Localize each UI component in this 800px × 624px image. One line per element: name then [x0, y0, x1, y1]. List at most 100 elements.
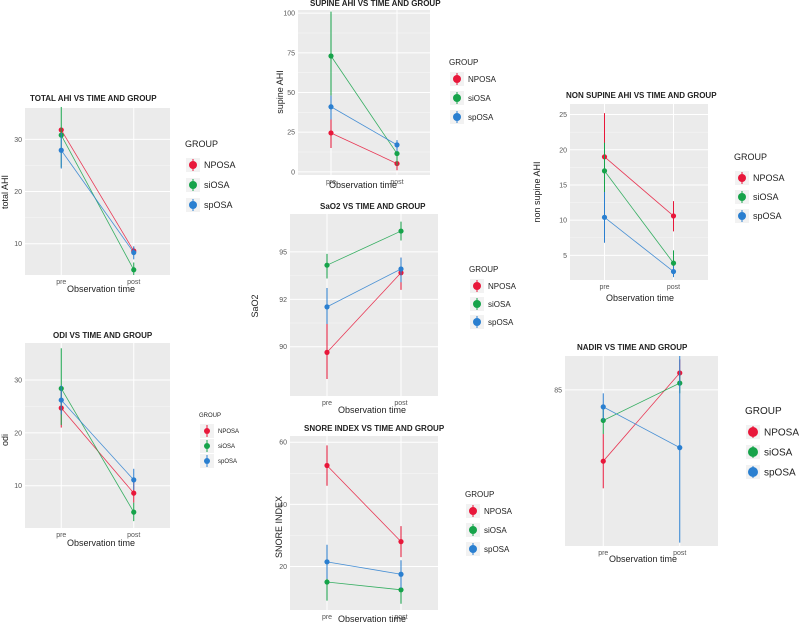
x-tick-label: pre — [598, 550, 608, 557]
chart-title: NON SUPINE AHI VS TIME AND GROUP — [566, 91, 717, 100]
legend: GROUP NPOSA siOSA spOSA — [734, 152, 785, 223]
y-axis-label: odi — [0, 434, 10, 446]
legend: GROUP NPOSA siOSA spOSA — [449, 58, 497, 124]
legend-key-sposa-dot — [469, 545, 477, 553]
data-point — [131, 267, 137, 273]
series-NPOSA — [324, 445, 404, 558]
data-point — [58, 397, 64, 403]
x-tick-label: post — [667, 284, 680, 291]
chart-title: TOTAL AHI VS TIME AND GROUP — [30, 94, 157, 103]
y-tick-label: 75 — [287, 50, 295, 57]
plot-panel — [570, 104, 708, 280]
series-NPOSA — [324, 257, 404, 379]
data-point — [324, 462, 330, 469]
series-line — [326, 581, 402, 591]
legend-key-sposa-dot — [204, 458, 210, 464]
y-tick-label: 20 — [14, 430, 22, 437]
data-point — [324, 559, 330, 565]
x-tick-label: pre — [322, 400, 332, 407]
series-line — [60, 134, 135, 270]
series-siOSA — [324, 221, 404, 279]
y-axis-label: non supine AHI — [532, 161, 542, 222]
plot-panel — [290, 436, 438, 610]
series-siOSA — [324, 563, 404, 604]
y-tick-label: 30 — [14, 378, 22, 385]
x-tick-label: pre — [322, 614, 332, 621]
chart-title: SNORE INDEX VS TIME AND GROUP — [304, 424, 445, 433]
y-tick-label: 85 — [554, 387, 562, 394]
x-tick-label: pre — [56, 532, 66, 539]
legend-key-siosa-dot — [453, 94, 461, 102]
series-spOSA — [600, 356, 683, 543]
data-point — [677, 445, 683, 451]
chart-non-supine-ahi: 5 10 15 20 25 pre post NON SUPINE AHI VS TIME A… — [532, 91, 785, 303]
series-line — [602, 372, 681, 462]
y-tick-label: 20 — [279, 564, 287, 571]
data-point — [600, 458, 606, 464]
y-axis-label: supine AHI — [275, 70, 285, 114]
x-tick-label: post — [673, 550, 686, 557]
legend-label: NPOSA — [484, 507, 513, 516]
series-line — [603, 406, 680, 448]
series-line — [330, 106, 398, 146]
legend-key-siosa-dot — [469, 526, 477, 534]
legend-label: spOSA — [204, 200, 233, 210]
x-axis-label: Observation time — [67, 538, 135, 548]
legend: GROUP NPOSA siOSA spOSA — [465, 490, 513, 556]
x-axis-label: Observation time — [67, 284, 135, 294]
legend-label: spOSA — [468, 113, 494, 122]
series-line — [604, 170, 674, 264]
legend-label: NPOSA — [764, 428, 799, 439]
data-point — [398, 228, 404, 234]
legend: GROUP NPOSA siOSA spOSA — [199, 413, 239, 468]
chart-title: ODI VS TIME AND GROUP — [53, 331, 153, 340]
data-point — [670, 260, 677, 266]
data-point — [398, 571, 404, 577]
legend-title: GROUP — [199, 413, 221, 419]
series-spOSA — [601, 192, 677, 278]
y-tick-label: 25 — [287, 130, 295, 137]
legend: GROUP NPOSA siOSA spOSA — [745, 406, 799, 479]
data-point — [601, 168, 608, 174]
legend-key-sposa-dot — [453, 113, 461, 121]
legend-label: spOSA — [484, 545, 510, 554]
y-tick-label: 10 — [14, 483, 22, 490]
chart-sao2: 90 92 95 pre post SaO2 VS TIME AND GROUP Obser… — [250, 202, 517, 415]
data-point — [328, 104, 334, 110]
y-tick-label: 40 — [279, 502, 287, 509]
legend: GROUP NPOSA siOSA spOSA — [185, 139, 236, 212]
legend-label: siOSA — [204, 180, 230, 190]
series-line — [326, 272, 402, 353]
y-tick-label: 20 — [559, 147, 567, 154]
plot-panel — [290, 214, 438, 396]
series-spOSA — [324, 544, 404, 589]
data-point — [131, 490, 137, 496]
y-tick-label: 10 — [559, 218, 567, 225]
x-tick-label: pre — [599, 284, 609, 291]
x-tick-label: post — [127, 532, 140, 539]
series-spOSA — [58, 385, 137, 490]
y-tick-label: 5 — [563, 253, 567, 260]
x-axis-label: Observation time — [338, 405, 406, 415]
legend-title: GROUP — [449, 58, 478, 67]
series-siOSA — [328, 11, 400, 166]
legend-label: NPOSA — [218, 429, 239, 435]
y-axis-label: SaO2 — [250, 294, 260, 317]
series-line — [60, 388, 135, 513]
data-point — [324, 349, 330, 355]
series-line — [60, 399, 135, 481]
series-line — [326, 561, 402, 575]
legend-label: NPOSA — [468, 75, 497, 84]
chart-odi: 10 20 30 pre post ODI VS TIME AND GROUP Observ… — [0, 331, 239, 548]
x-tick-label: pre — [326, 179, 336, 186]
x-tick-label: post — [394, 400, 407, 407]
legend-label: siOSA — [753, 192, 779, 202]
data-point — [324, 579, 330, 585]
plot-panel — [565, 356, 718, 546]
data-point — [328, 130, 334, 136]
legend-title: GROUP — [745, 406, 782, 417]
chart-title: SUPINE AHI VS TIME AND GROUP — [310, 0, 441, 8]
data-point — [398, 539, 404, 545]
legend-label: siOSA — [484, 526, 507, 535]
y-tick-label: 25 — [559, 112, 567, 119]
